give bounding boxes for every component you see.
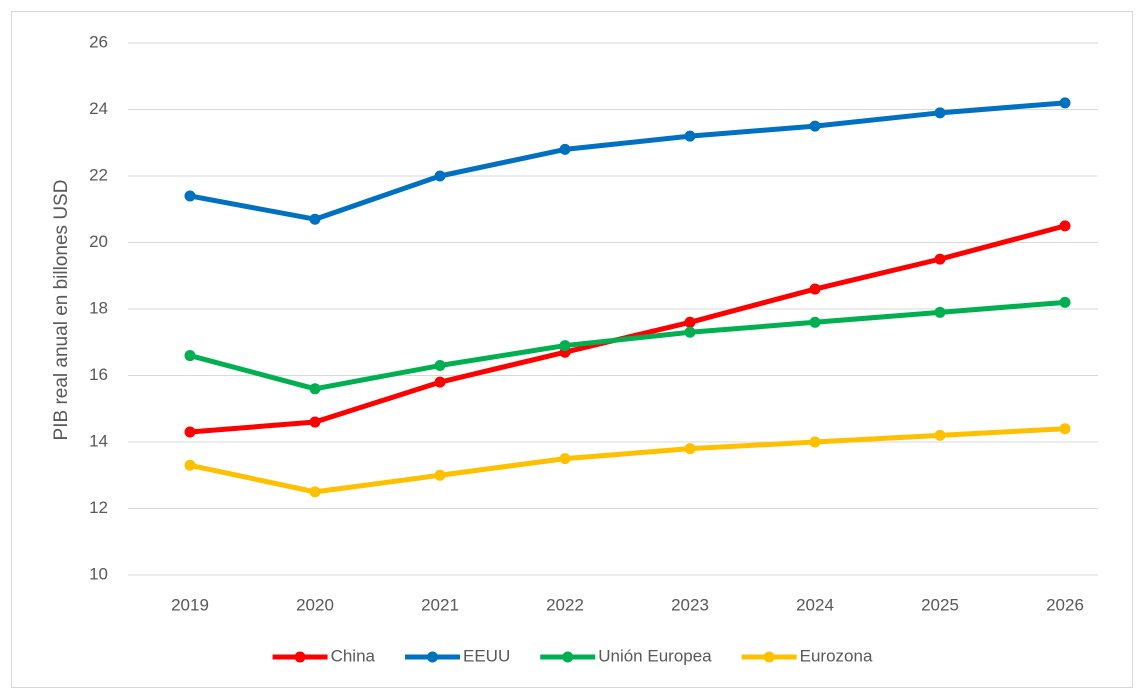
data-point: [184, 350, 196, 362]
data-point: [309, 213, 321, 225]
data-point: [684, 130, 696, 142]
data-point: [184, 190, 196, 202]
data-point: [934, 253, 946, 265]
series-line: [189, 426, 1066, 495]
data-point: [934, 306, 946, 318]
x-tick-label: 2022: [546, 595, 584, 614]
data-point: [434, 376, 446, 388]
data-point: [1059, 97, 1071, 109]
data-point: [809, 436, 821, 448]
legend-marker: [426, 651, 438, 663]
data-point: [684, 443, 696, 455]
data-point: [184, 426, 196, 438]
y-axis-label: PIB real anual en billones USD: [51, 180, 72, 441]
y-tick-label: 10: [89, 564, 108, 583]
data-point: [434, 360, 446, 372]
data-point: [309, 383, 321, 395]
x-tick-label: 2025: [921, 595, 959, 614]
data-point: [809, 316, 821, 328]
data-point: [184, 459, 196, 471]
legend-label: China: [331, 646, 376, 665]
y-tick-label: 18: [89, 298, 108, 317]
data-point: [1059, 220, 1071, 232]
series-line: [189, 299, 1066, 392]
data-point: [559, 340, 571, 352]
legend-label: EEUU: [463, 646, 510, 665]
data-point: [684, 326, 696, 338]
x-tick-label: 2024: [796, 595, 834, 614]
data-point: [559, 143, 571, 155]
data-point: [934, 429, 946, 441]
y-tick-label: 20: [89, 232, 108, 251]
x-tick-label: 2021: [421, 595, 459, 614]
data-point: [1059, 423, 1071, 435]
data-point: [1059, 296, 1071, 308]
y-tick-label: 26: [89, 32, 108, 51]
data-point: [809, 283, 821, 295]
legend-label: Eurozona: [800, 646, 873, 665]
x-tick-label: 2023: [671, 595, 709, 614]
y-tick-label: 24: [89, 99, 108, 118]
legend-label: Unión Europea: [598, 646, 712, 665]
data-point: [434, 170, 446, 182]
legend-marker: [763, 651, 775, 663]
legend-marker: [562, 651, 574, 663]
x-tick-label: 2026: [1046, 595, 1084, 614]
y-tick-label: 22: [89, 165, 108, 184]
data-point: [809, 120, 821, 132]
data-point: [309, 416, 321, 428]
data-point: [434, 469, 446, 481]
data-point: [559, 453, 571, 465]
y-tick-label: 12: [89, 498, 108, 517]
data-point: [934, 107, 946, 119]
y-tick-label: 14: [89, 431, 108, 450]
series-line: [189, 100, 1066, 222]
x-tick-label: 2019: [171, 595, 209, 614]
data-point: [684, 316, 696, 328]
data-point: [309, 486, 321, 498]
legend-marker: [294, 651, 306, 663]
y-tick-label: 16: [89, 365, 108, 384]
x-tick-label: 2020: [296, 595, 334, 614]
